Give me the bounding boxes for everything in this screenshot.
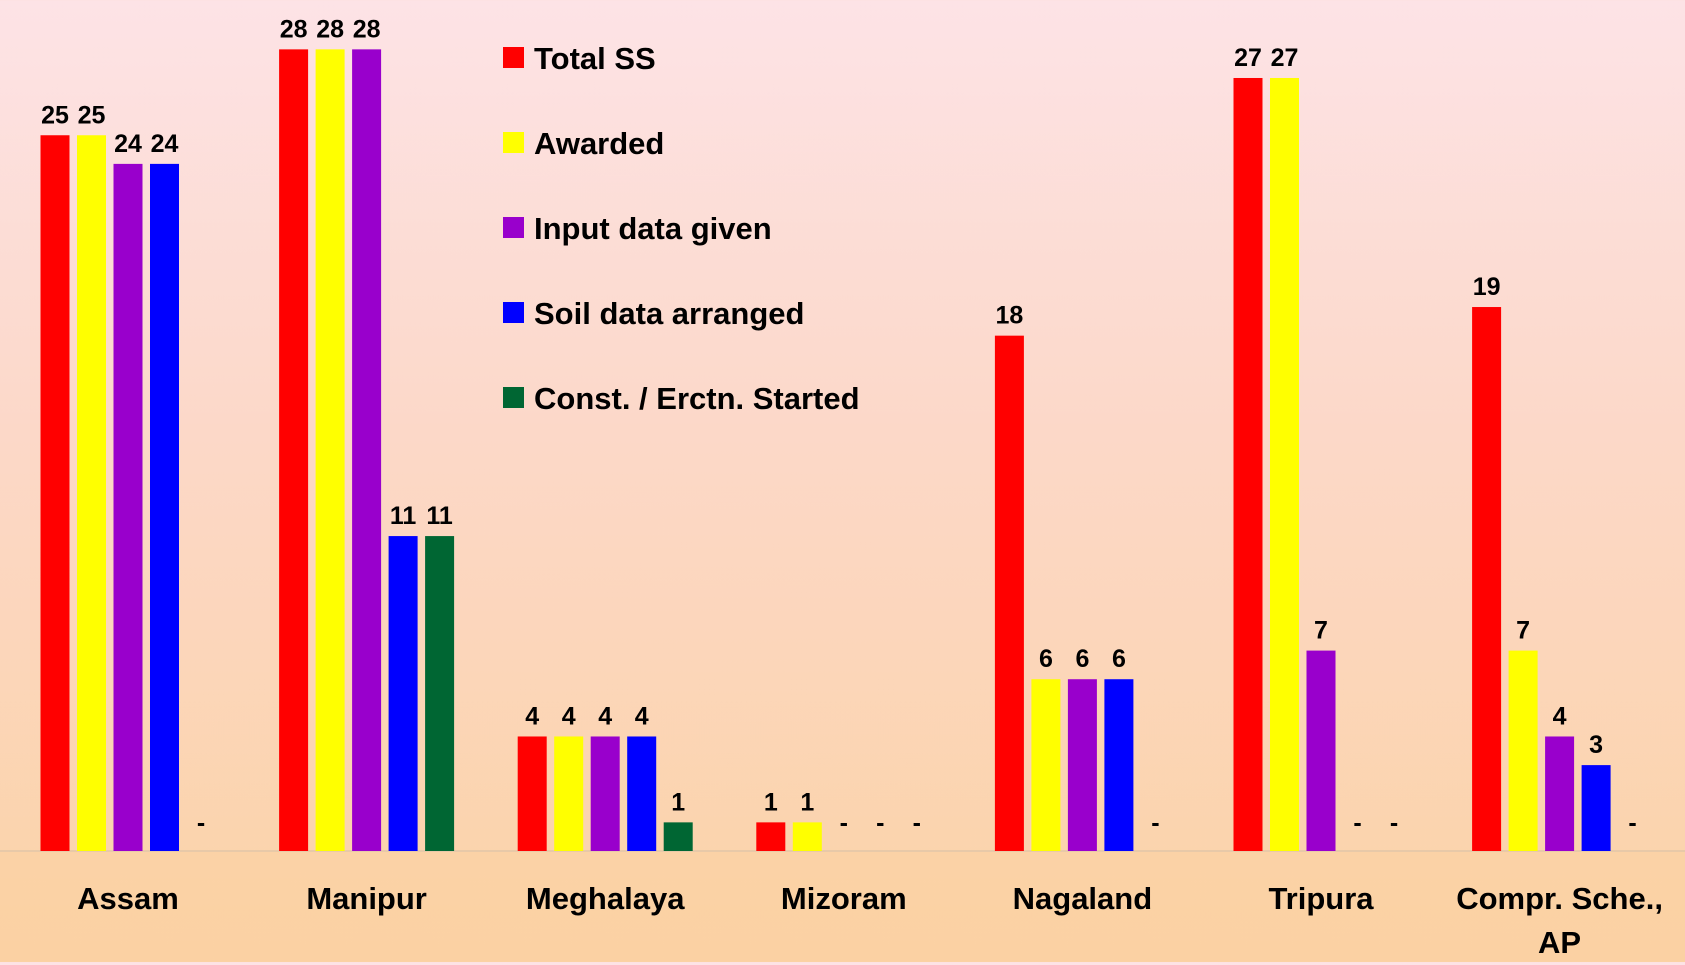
data-label: 4 bbox=[598, 702, 612, 730]
data-label: 7 bbox=[1314, 617, 1328, 645]
bar bbox=[1472, 307, 1502, 851]
bar bbox=[315, 49, 345, 852]
data-label: - bbox=[1151, 809, 1159, 837]
data-label: 27 bbox=[1234, 44, 1262, 72]
bar bbox=[1508, 650, 1538, 851]
bar bbox=[150, 163, 179, 851]
bar bbox=[1233, 77, 1263, 852]
bar bbox=[1545, 736, 1575, 851]
bar bbox=[627, 736, 657, 851]
bar bbox=[792, 822, 822, 851]
x-tick-label: Mizoram bbox=[780, 881, 907, 916]
bar bbox=[113, 163, 143, 851]
data-label: 25 bbox=[41, 101, 69, 129]
data-label: - bbox=[840, 809, 848, 837]
legend-label: Soil data arranged bbox=[534, 296, 804, 331]
bar bbox=[279, 49, 309, 852]
bar bbox=[1104, 679, 1134, 851]
x-tick-label: Assam bbox=[77, 881, 179, 916]
data-label: 3 bbox=[1589, 731, 1603, 759]
bar bbox=[425, 536, 455, 851]
x-tick-label: Nagaland bbox=[1012, 881, 1153, 916]
data-label: - bbox=[1390, 809, 1398, 837]
data-label: 1 bbox=[764, 788, 778, 816]
data-label: 1 bbox=[671, 788, 685, 816]
bar bbox=[994, 335, 1024, 851]
bar bbox=[1306, 650, 1336, 851]
data-label: - bbox=[1353, 809, 1361, 837]
data-label: - bbox=[1628, 809, 1636, 837]
legend-label: Awarded bbox=[534, 126, 664, 161]
data-label: 25 bbox=[78, 101, 106, 129]
bar bbox=[663, 822, 693, 851]
plot-floor bbox=[0, 851, 1685, 962]
legend-label: Input data given bbox=[534, 211, 772, 246]
data-label: 6 bbox=[1112, 645, 1126, 673]
legend-label: Total SS bbox=[534, 41, 656, 76]
data-label: 6 bbox=[1039, 645, 1053, 673]
bar bbox=[40, 135, 70, 851]
data-label: 6 bbox=[1075, 645, 1089, 673]
bar bbox=[1581, 765, 1611, 851]
bar bbox=[352, 49, 382, 852]
bar bbox=[590, 736, 620, 851]
legend-label: Const. / Erctn. Started bbox=[534, 381, 860, 416]
bar bbox=[756, 822, 786, 851]
data-label: - bbox=[197, 809, 205, 837]
data-label: 28 bbox=[353, 15, 381, 43]
data-label: - bbox=[913, 809, 921, 837]
x-tick-label: Tripura bbox=[1268, 881, 1374, 916]
data-label: 7 bbox=[1516, 617, 1530, 645]
data-label: 4 bbox=[1553, 702, 1567, 730]
legend-swatch bbox=[503, 132, 524, 153]
data-label: 11 bbox=[390, 502, 417, 530]
data-label: 19 bbox=[1473, 273, 1501, 301]
legend-swatch bbox=[503, 387, 524, 408]
x-tick-label: Compr. Sche., AP bbox=[1456, 881, 1663, 960]
legend-swatch bbox=[503, 302, 524, 323]
bar bbox=[1270, 77, 1299, 852]
bar bbox=[77, 135, 106, 851]
data-label: 27 bbox=[1271, 44, 1299, 72]
x-tick-label: Manipur bbox=[306, 881, 427, 916]
bar bbox=[554, 736, 584, 851]
legend-swatch bbox=[503, 47, 524, 68]
data-label: 24 bbox=[151, 130, 179, 158]
data-label: 18 bbox=[995, 302, 1023, 330]
data-label: - bbox=[876, 809, 884, 837]
data-label: 1 bbox=[800, 788, 814, 816]
data-label: 11 bbox=[426, 502, 453, 530]
legend-swatch bbox=[503, 217, 524, 238]
bar bbox=[1067, 679, 1097, 851]
data-label: 4 bbox=[525, 702, 539, 730]
bar bbox=[388, 536, 418, 851]
x-tick-label: Meghalaya bbox=[525, 881, 685, 916]
bar bbox=[517, 736, 547, 851]
data-label: 4 bbox=[562, 702, 576, 730]
data-label: 24 bbox=[114, 130, 142, 158]
data-label: 28 bbox=[280, 15, 308, 43]
bar bbox=[1031, 679, 1061, 851]
data-label: 4 bbox=[635, 702, 649, 730]
data-label: 28 bbox=[316, 15, 344, 43]
